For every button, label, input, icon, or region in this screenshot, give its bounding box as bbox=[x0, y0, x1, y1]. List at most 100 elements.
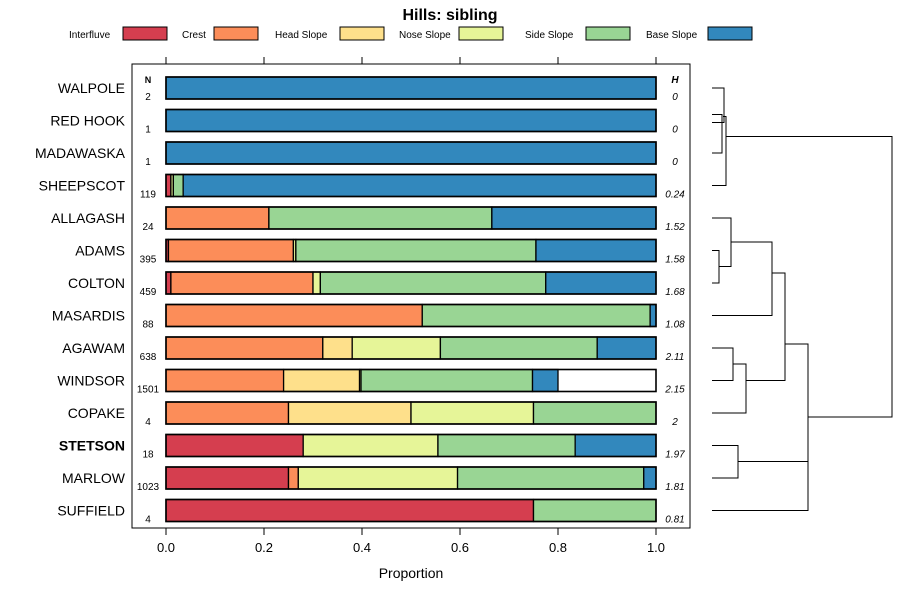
legend-swatch bbox=[707, 26, 753, 41]
x-tick-label: 0.4 bbox=[353, 540, 371, 555]
bar-segment bbox=[545, 271, 657, 295]
bar-segment bbox=[165, 368, 285, 393]
dendrogram-branch bbox=[785, 343, 809, 462]
category-label: MASARDIS bbox=[52, 308, 125, 324]
bar-segment bbox=[297, 466, 459, 490]
bar-segment bbox=[165, 498, 535, 523]
h-value: 1.52 bbox=[665, 222, 685, 233]
h-value: 0.81 bbox=[665, 515, 684, 526]
legend-label: Interfluve bbox=[69, 30, 111, 41]
bar-segment bbox=[643, 466, 657, 490]
category-label: WALPOLE bbox=[58, 80, 125, 96]
bar-segment bbox=[312, 271, 321, 295]
bar-segment bbox=[322, 336, 353, 360]
x-tick-label: 0.6 bbox=[451, 540, 469, 555]
dendrogram-branch bbox=[712, 250, 720, 284]
h-column-header: H bbox=[671, 75, 679, 86]
dendrogram-branch bbox=[712, 114, 723, 154]
bar-segment bbox=[165, 108, 657, 133]
bar-segment bbox=[167, 238, 295, 263]
bar-segment bbox=[165, 336, 324, 360]
h-value: 0 bbox=[672, 157, 678, 168]
bar-segment bbox=[282, 368, 361, 393]
bar-outline bbox=[165, 108, 657, 133]
n-value: 18 bbox=[142, 450, 154, 461]
bar-segment bbox=[491, 206, 657, 230]
x-axis-label: Proportion bbox=[379, 565, 444, 581]
bar-outline bbox=[165, 498, 657, 523]
n-value: 4 bbox=[145, 515, 151, 526]
n-value: 2 bbox=[145, 92, 151, 103]
x-tick-label: 0.0 bbox=[157, 540, 175, 555]
bar-outline bbox=[165, 206, 657, 230]
bar-segment bbox=[596, 336, 657, 360]
bar-segment bbox=[165, 206, 270, 230]
legend-label: Side Slope bbox=[525, 30, 574, 41]
dendrogram-branch bbox=[712, 347, 734, 381]
h-value: 1.08 bbox=[665, 320, 685, 331]
dendrogram-branch bbox=[712, 445, 739, 479]
category-label: RED HOOK bbox=[50, 113, 125, 129]
x-axis-top-ticks bbox=[165, 57, 657, 64]
h-value: 1.58 bbox=[665, 255, 685, 266]
bar-outline bbox=[165, 368, 657, 393]
category-label: AGAWAM bbox=[62, 340, 125, 356]
category-label: SUFFIELD bbox=[57, 503, 125, 519]
bar-segment bbox=[165, 76, 657, 100]
n-value: 119 bbox=[140, 190, 156, 201]
bar-outline bbox=[165, 76, 657, 100]
dendrogram-branch bbox=[726, 136, 893, 418]
n-value: 638 bbox=[140, 352, 157, 363]
dendrogram-branch bbox=[712, 363, 747, 414]
legend-label: Nose Slope bbox=[399, 30, 451, 41]
bar-segment bbox=[439, 336, 598, 360]
bar-segment bbox=[456, 466, 645, 490]
bar-segment bbox=[649, 303, 657, 328]
bar-outline bbox=[165, 173, 657, 198]
bar-segment bbox=[182, 173, 657, 198]
legend-swatch bbox=[585, 26, 631, 41]
n-value: 1 bbox=[145, 157, 151, 168]
bar-segment bbox=[295, 238, 537, 263]
bar-segment bbox=[421, 303, 651, 328]
bar-outline bbox=[165, 401, 657, 425]
dendrogram bbox=[712, 87, 893, 511]
legend-label: Base Slope bbox=[646, 30, 698, 41]
h-value: 1.81 bbox=[665, 482, 684, 493]
dendrogram-branch bbox=[712, 241, 773, 316]
bar-outline bbox=[165, 466, 657, 490]
category-label: MARLOW bbox=[62, 470, 126, 486]
plot-frame bbox=[131, 63, 691, 529]
bar-segment bbox=[360, 368, 534, 393]
bar-segment bbox=[302, 433, 439, 458]
legend-swatch bbox=[213, 26, 259, 41]
bar-segment bbox=[165, 141, 657, 165]
bar-outline bbox=[165, 271, 657, 295]
h-value: 2.11 bbox=[665, 352, 685, 363]
legend-swatch bbox=[458, 26, 504, 41]
bar-outline bbox=[165, 141, 657, 165]
bar-segment bbox=[437, 433, 576, 458]
dendrogram-branch bbox=[746, 272, 786, 381]
bar-segment bbox=[532, 401, 657, 425]
bar-segment bbox=[574, 433, 657, 458]
x-tick-label: 0.8 bbox=[549, 540, 567, 555]
bar-outline bbox=[165, 336, 657, 360]
bar-segment bbox=[165, 466, 290, 490]
h-value: 1.68 bbox=[665, 287, 685, 298]
category-label: STETSON bbox=[59, 438, 125, 454]
bar-segment bbox=[268, 206, 493, 230]
n-column-header: N bbox=[145, 75, 152, 85]
bar-outline bbox=[165, 238, 657, 263]
h-value: 2 bbox=[671, 417, 678, 428]
bar-segment bbox=[165, 433, 304, 458]
h-value: 1.97 bbox=[665, 450, 685, 461]
n-value: 24 bbox=[142, 222, 154, 233]
legend-label: Head Slope bbox=[275, 30, 328, 41]
bar-segment bbox=[172, 173, 184, 198]
bar-segment bbox=[410, 401, 535, 425]
bar-outline bbox=[165, 433, 657, 458]
bar-segment bbox=[319, 271, 547, 295]
